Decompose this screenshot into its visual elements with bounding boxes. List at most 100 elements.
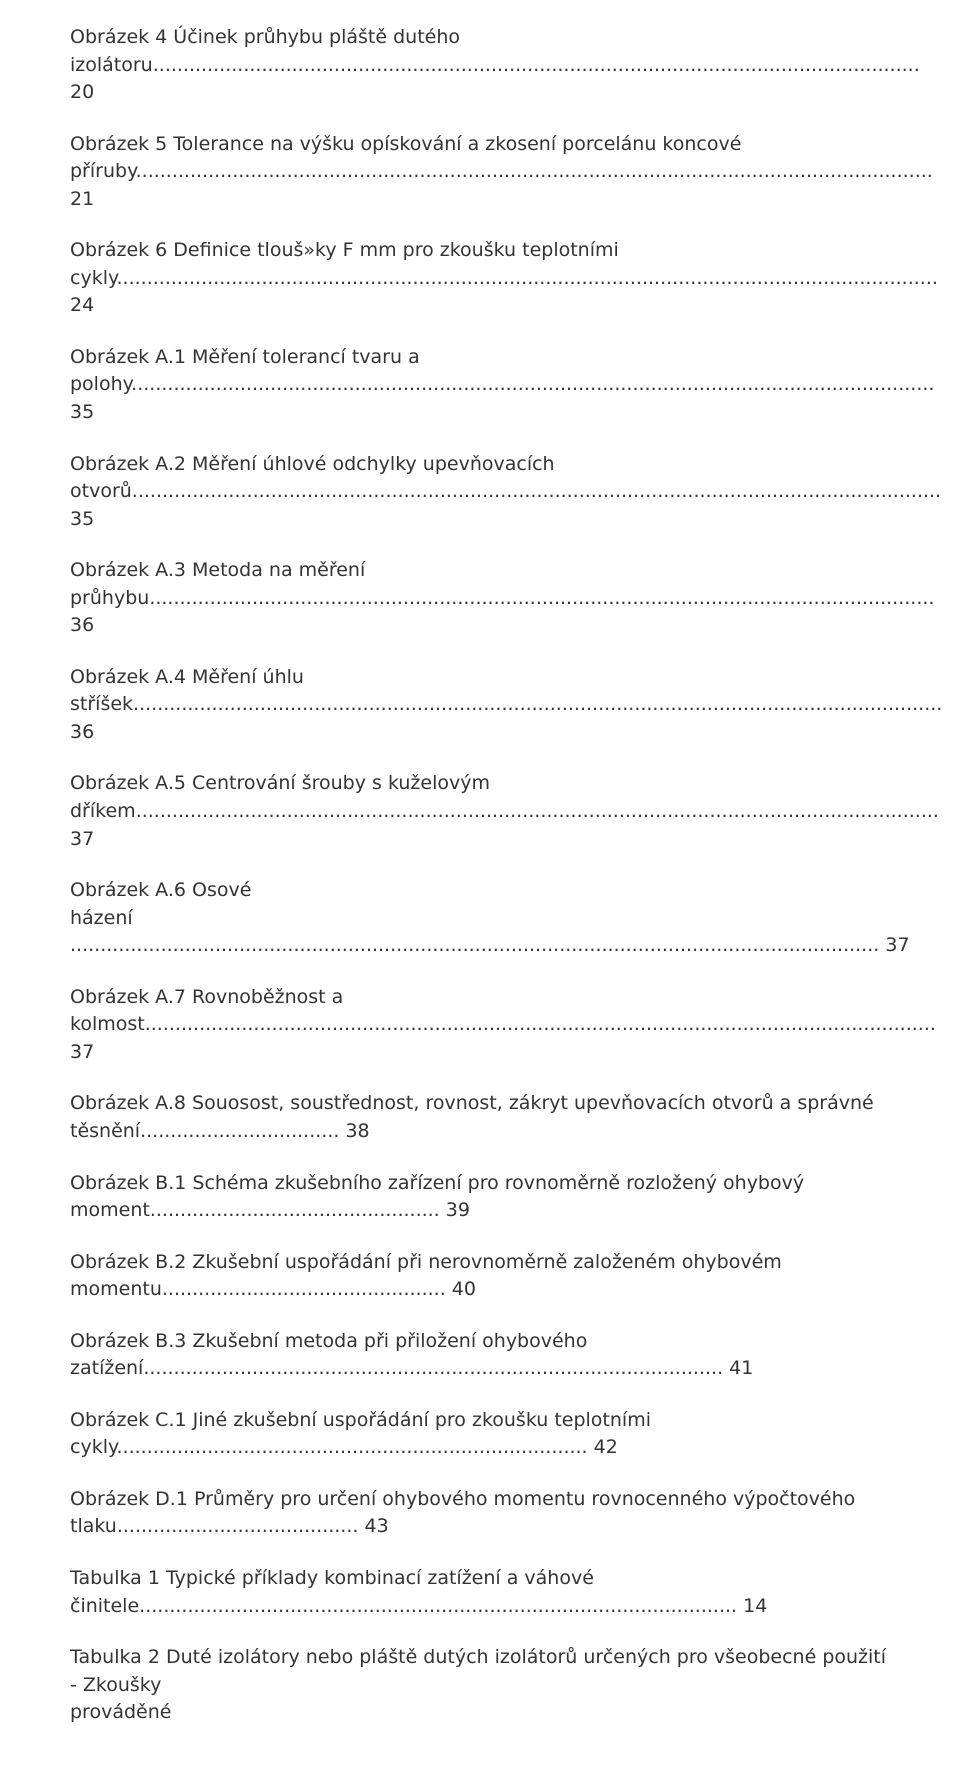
toc-entry: Obrázek A.5 Centrování šrouby s kuželový… <box>70 770 890 853</box>
leader-dots: ................................. <box>140 1120 339 1142</box>
entry-title-line1: Obrázek A.4 Měření úhlu <box>70 664 890 692</box>
leader-dots: ........................................… <box>149 587 934 609</box>
leader-dots: ........................................… <box>136 800 939 822</box>
entry-title2-text: příruby <box>70 160 136 182</box>
leader-dots: ........................................… <box>150 1199 440 1221</box>
entry-title-line1: Tabulka 1 Typické příklady kombinací zat… <box>70 1565 890 1593</box>
entry-page-number: 37 <box>70 828 94 850</box>
entry-page-number: 41 <box>723 1357 753 1379</box>
entry-title-line1: Obrázek B.2 Zkušební uspořádání při nero… <box>70 1249 890 1277</box>
entry-title-line2: těsnění.................................… <box>70 1118 890 1146</box>
entry-title-line1: Obrázek B.1 Schéma zkušebního zařízení p… <box>70 1170 890 1198</box>
entry-title-line2: prováděné <box>70 1699 890 1727</box>
leader-dots: ........................................… <box>153 54 920 76</box>
entry-title-line2: kolmost.................................… <box>70 1011 890 1066</box>
entry-title2-text: polohy <box>70 373 131 395</box>
entry-title-line1: Obrázek A.3 Metoda na měření <box>70 557 890 585</box>
entry-title2-text: kolmost <box>70 1013 145 1035</box>
entry-title-line1: Obrázek A.8 Souosost, soustřednost, rovn… <box>70 1090 890 1118</box>
entry-title2-text: těsnění <box>70 1120 140 1142</box>
entry-page-number: 37 <box>879 934 909 956</box>
entry-page-number: 42 <box>588 1436 618 1458</box>
entry-page-number: 36 <box>70 614 94 636</box>
entry-title2-text: izolátoru <box>70 54 153 76</box>
entry-title2-text: otvorů <box>70 480 132 502</box>
entry-title-line2: momentu.................................… <box>70 1276 890 1304</box>
entry-title2-text: činitele <box>70 1595 139 1617</box>
leader-dots: ........................................… <box>133 693 942 715</box>
toc-entry: Obrázek A.8 Souosost, soustřednost, rovn… <box>70 1090 890 1145</box>
entry-page-number: 37 <box>70 1041 94 1063</box>
toc-entry: Obrázek A.4 Měření úhlustříšek..........… <box>70 664 890 747</box>
entry-page-number: 40 <box>446 1278 476 1300</box>
toc-entry: Tabulka 2 Duté izolátory nebo pláště dut… <box>70 1644 890 1727</box>
entry-page-number: 24 <box>70 294 94 316</box>
entry-title-line1: Obrázek 5 Tolerance na výšku opískování … <box>70 131 890 159</box>
toc-entry: Tabulka 1 Typické příklady kombinací zat… <box>70 1565 890 1620</box>
entry-title2-text: zatížení <box>70 1357 143 1379</box>
entry-title-line2: činitele................................… <box>70 1593 890 1621</box>
entry-page-number: 43 <box>358 1515 388 1537</box>
leader-dots: ........................................… <box>162 1278 446 1300</box>
toc-entry: Obrázek D.1 Průměry pro určení ohybového… <box>70 1486 890 1541</box>
entry-title-line2: příruby.................................… <box>70 158 890 213</box>
entry-page-number: 39 <box>440 1199 470 1221</box>
entry-page-number: 38 <box>339 1120 369 1142</box>
entry-title-line1: Obrázek C.1 Jiné zkušební uspořádání pro… <box>70 1407 890 1435</box>
leader-dots: ........................................… <box>145 1013 936 1035</box>
entry-title-line2: tlaku...................................… <box>70 1513 890 1541</box>
entry-title2-text: průhybu <box>70 587 149 609</box>
toc-entry: Obrázek A.7 Rovnoběžnost akolmost.......… <box>70 984 890 1067</box>
entry-title2-text: dříkem <box>70 800 136 822</box>
leader-dots: ........................................… <box>143 1357 723 1379</box>
entry-title-line2: stříšek.................................… <box>70 691 890 746</box>
toc-entry: Obrázek A.2 Měření úhlové odchylky upevň… <box>70 451 890 534</box>
entry-title-line2: zatížení................................… <box>70 1355 890 1383</box>
entry-title-line2: moment..................................… <box>70 1197 890 1225</box>
entry-title-line1: Obrázek B.3 Zkušební metoda při přiložen… <box>70 1328 890 1356</box>
entry-title2-text: stříšek <box>70 693 133 715</box>
entry-title2-text: cykly <box>70 1436 117 1458</box>
entry-title-line2: cykly...................................… <box>70 1434 890 1462</box>
entry-title-line2: izolátoru...............................… <box>70 52 890 107</box>
entry-title-line1: Obrázek A.7 Rovnoběžnost a <box>70 984 890 1012</box>
entry-page-line: ........................................… <box>70 932 890 960</box>
entry-title2-text: moment <box>70 1199 150 1221</box>
entry-title-line1: Tabulka 2 Duté izolátory nebo pláště dut… <box>70 1644 890 1699</box>
leader-dots: ........................................… <box>132 480 941 502</box>
entry-title-line2: průhybu.................................… <box>70 585 890 640</box>
entry-page-number: 36 <box>70 721 94 743</box>
entry-title-line1: Obrázek A.6 Osové <box>70 877 890 905</box>
entry-title-line1: Obrázek 4 Účinek průhybu pláště dutého <box>70 24 890 52</box>
entry-title-line2: dříkem..................................… <box>70 798 890 853</box>
leader-dots: ........................................… <box>131 373 934 395</box>
entry-page-number: 14 <box>737 1595 767 1617</box>
entry-title-line2: otvorů..................................… <box>70 478 890 533</box>
entry-title2-text: momentu <box>70 1278 162 1300</box>
entry-page-number: 35 <box>70 401 94 423</box>
toc-entry: Obrázek C.1 Jiné zkušební uspořádání pro… <box>70 1407 890 1462</box>
toc-entry: Obrázek 5 Tolerance na výšku opískování … <box>70 131 890 214</box>
toc-entry: Obrázek A.1 Měření tolerancí tvaru apolo… <box>70 344 890 427</box>
toc-entry: Obrázek 4 Účinek průhybu pláště dutéhoiz… <box>70 24 890 107</box>
entry-title-line1: Obrázek 6 Definice tlouš»ky F mm pro zko… <box>70 237 890 265</box>
entry-title-line1: Obrázek A.1 Měření tolerancí tvaru a <box>70 344 890 372</box>
entry-title-line2: házení <box>70 905 890 933</box>
entry-title-line1: Obrázek A.5 Centrování šrouby s kuželový… <box>70 770 890 798</box>
leader-dots: ........................................… <box>136 160 933 182</box>
entry-title-line2: cykly...................................… <box>70 265 890 320</box>
entry-page-number: 35 <box>70 508 94 530</box>
leader-dots: ........................................… <box>117 1436 588 1458</box>
toc-entry: Obrázek 6 Definice tlouš»ky F mm pro zko… <box>70 237 890 320</box>
toc-entry: Obrázek B.3 Zkušební metoda při přiložen… <box>70 1328 890 1383</box>
leader-dots: ........................................… <box>70 934 879 956</box>
leader-dots: ........................................ <box>117 1515 359 1537</box>
entry-page-number: 21 <box>70 188 94 210</box>
entry-title-line1: Obrázek A.2 Měření úhlové odchylky upevň… <box>70 451 890 479</box>
toc-entry: Obrázek A.3 Metoda na měřeníprůhybu.....… <box>70 557 890 640</box>
toc-entry: Obrázek B.1 Schéma zkušebního zařízení p… <box>70 1170 890 1225</box>
leader-dots: ........................................… <box>139 1595 737 1617</box>
toc-entry: Obrázek B.2 Zkušební uspořádání při nero… <box>70 1249 890 1304</box>
entry-title-line2: polohy..................................… <box>70 371 890 426</box>
entry-title2-text: prováděné <box>70 1701 171 1723</box>
